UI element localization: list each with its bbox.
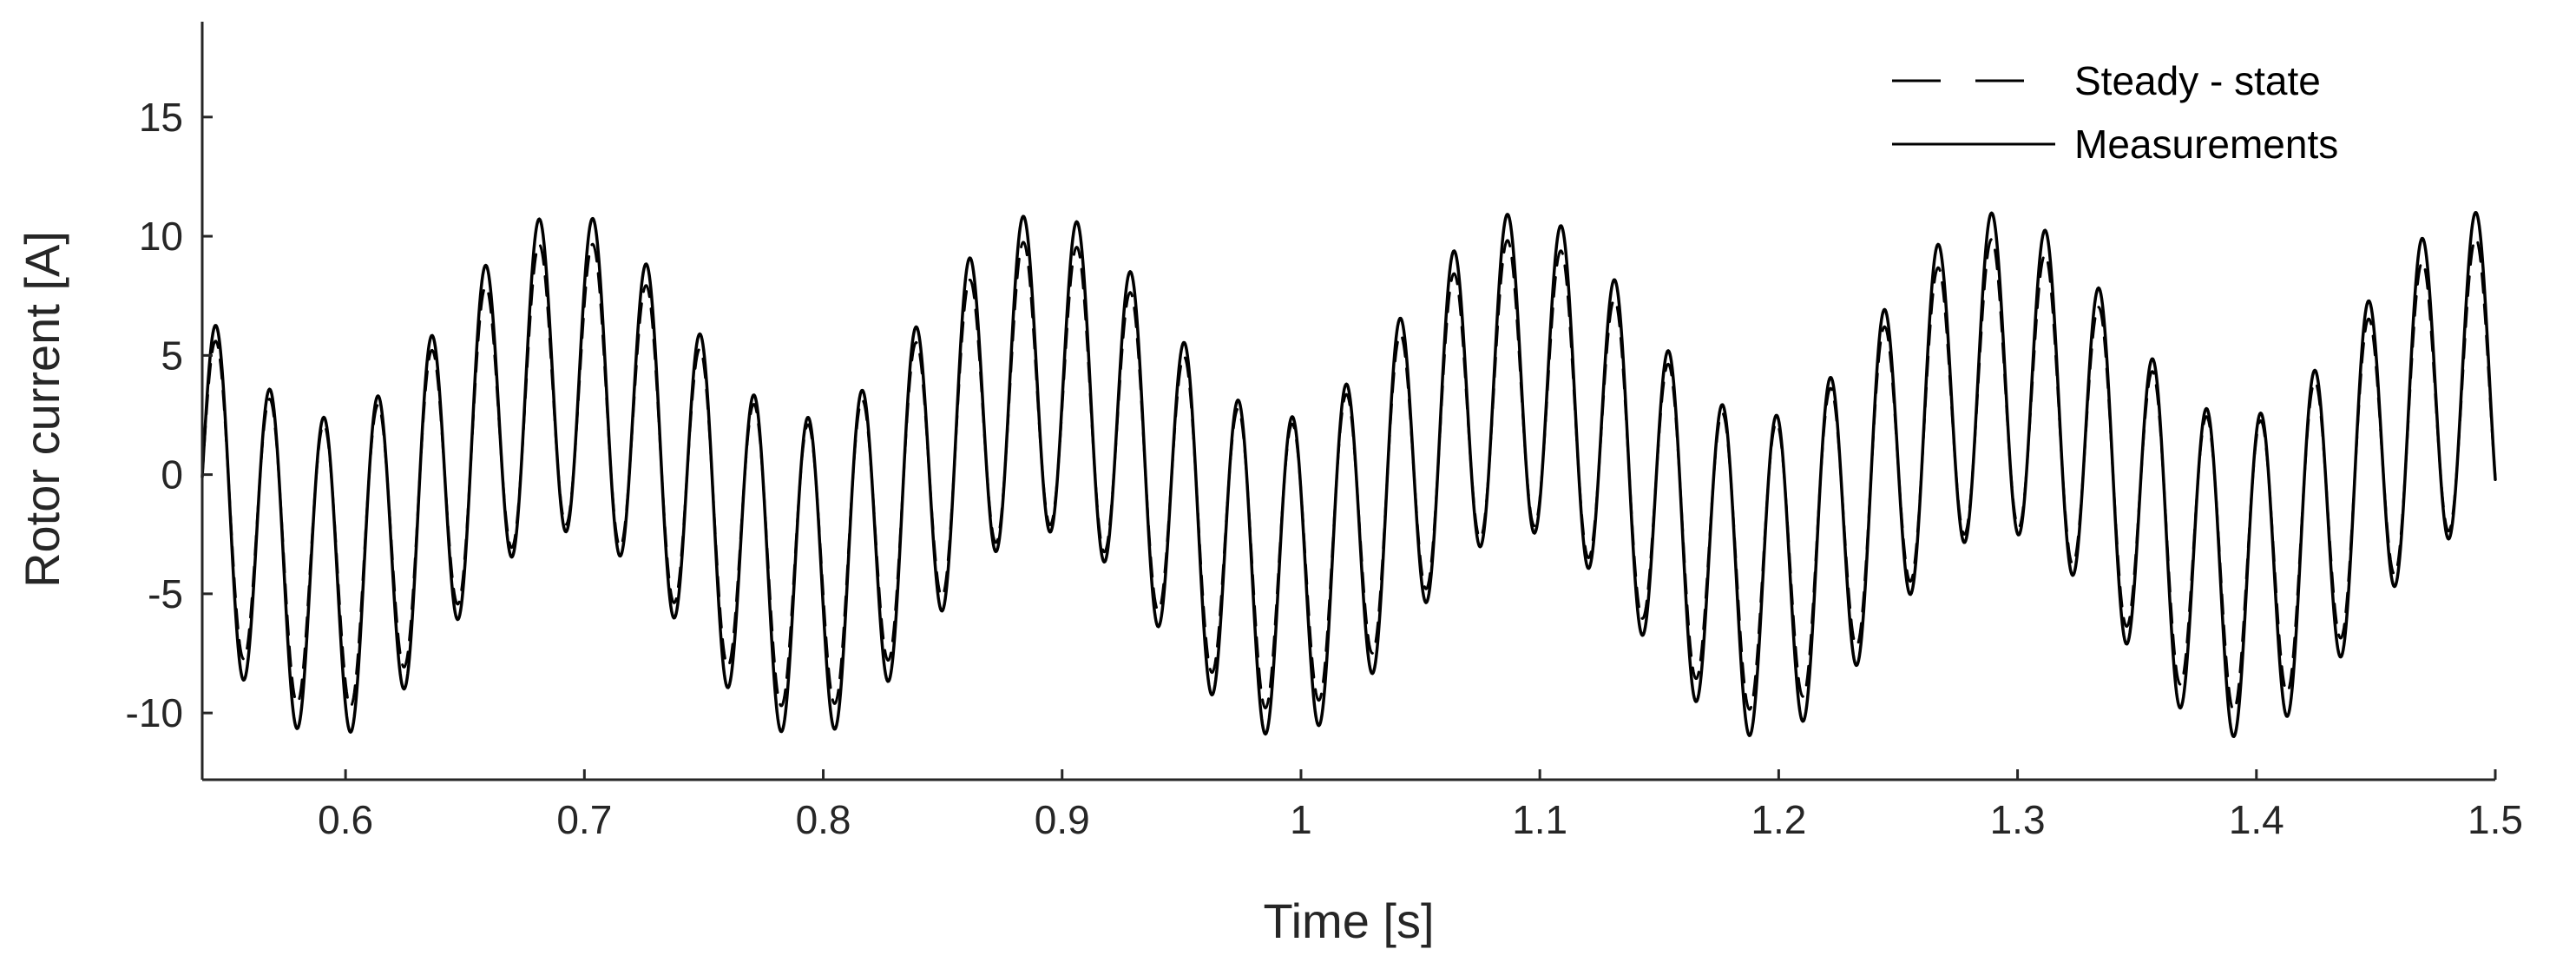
y-tick-label: 5 (161, 333, 183, 378)
legend-label-measurements: Measurements (2074, 122, 2338, 167)
x-tick-label: 1.2 (1751, 797, 1806, 842)
y-tick-label: 0 (161, 452, 183, 498)
y-tick-label: -10 (126, 690, 183, 735)
y-tick-label: 10 (139, 214, 183, 259)
x-tick-label: 1.3 (1990, 797, 2046, 842)
series-steady-state-line (200, 237, 2497, 712)
x-tick-label: 0.6 (318, 797, 373, 842)
legend: Steady - state Measurements (1892, 58, 2338, 167)
x-tick-label: 1.4 (2229, 797, 2284, 842)
plot-area (200, 211, 2497, 739)
x-tick-label: 1 (1290, 797, 1312, 842)
y-ticks: -10 -5 0 5 10 15 (126, 95, 213, 735)
x-ticks: 0.6 0.7 0.8 0.9 1 1.1 1.2 1.3 1.4 1.5 (318, 769, 2523, 842)
y-tick-label: -5 (148, 571, 183, 616)
series-measurements-line (200, 211, 2497, 739)
x-tick-label: 0.8 (796, 797, 851, 842)
y-axis-label: Rotor current [A] (15, 231, 69, 588)
legend-label-steady-state: Steady - state (2074, 58, 2321, 103)
axes: 0.6 0.7 0.8 0.9 1 1.1 1.2 1.3 1.4 1.5 -10 -5 0 5 10 15 (126, 22, 2523, 842)
x-tick-label: 0.7 (556, 797, 612, 842)
x-axis-label: Time [s] (1263, 893, 1434, 948)
x-tick-label: 1.1 (1512, 797, 1567, 842)
series-layer (200, 211, 2497, 739)
x-tick-label: 1.5 (2468, 797, 2523, 842)
y-tick-label: 15 (139, 95, 183, 140)
x-tick-label: 0.9 (1035, 797, 1090, 842)
